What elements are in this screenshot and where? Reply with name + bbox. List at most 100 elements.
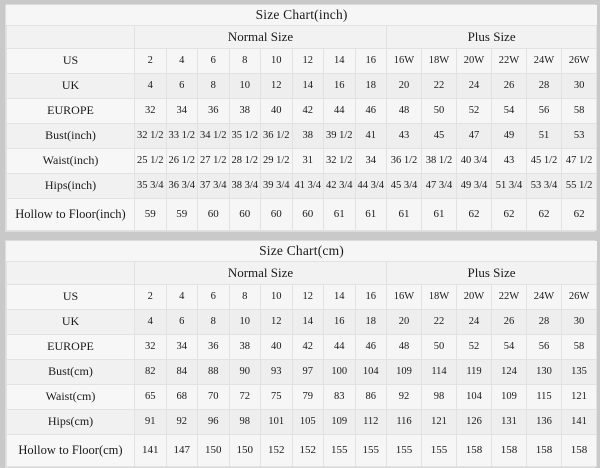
table-row: EUROPE 32 34 36 38 40 42 44 46 48 50 52 …	[6, 98, 598, 124]
cell: 62	[560, 198, 598, 231]
cell: 100	[323, 359, 356, 385]
cell: 45 3/4	[386, 173, 422, 199]
chart-title-row: Size Chart(inch)	[6, 5, 597, 26]
cell: 45	[421, 123, 457, 149]
cell: 92	[165, 409, 198, 435]
cell: 6	[165, 73, 198, 99]
cell: 25 1/2	[134, 148, 167, 174]
cell: 18W	[421, 284, 457, 310]
cell: 4	[134, 309, 167, 335]
cell: 6	[197, 284, 230, 310]
chart-title: Size Chart(inch)	[6, 5, 597, 26]
cell: 109	[491, 384, 527, 410]
row-label-europe: EUROPE	[6, 334, 135, 360]
cell: 50	[421, 334, 457, 360]
table-row: Hollow to Floor(inch) 59 59 60 60 60 60 …	[6, 198, 598, 231]
cell: 34 1/2	[197, 123, 230, 149]
cell: 158	[560, 434, 598, 467]
cell: 48	[386, 334, 422, 360]
cell: 62	[526, 198, 562, 231]
cell: 126	[456, 409, 492, 435]
cell: 61	[421, 198, 457, 231]
size-chart-cm-body: Size Chart(cm) Normal Size Plus Size US …	[6, 241, 598, 467]
cell: 34	[165, 334, 198, 360]
cell: 32 1/2	[323, 148, 356, 174]
cell: 20	[386, 73, 422, 99]
cell: 35 1/2	[228, 123, 261, 149]
cell: 131	[491, 409, 527, 435]
cell: 30	[560, 73, 598, 99]
cell: 72	[228, 384, 261, 410]
cell: 16	[323, 309, 356, 335]
cell: 26 1/2	[165, 148, 198, 174]
cell: 14	[323, 48, 356, 74]
size-chart-inch-body: Size Chart(inch) Normal Size Plus Size U…	[6, 5, 598, 231]
group-header-row: Normal Size Plus Size	[6, 261, 598, 285]
cell: 82	[134, 359, 167, 385]
cell: 31	[291, 148, 324, 174]
cell: 60	[228, 198, 261, 231]
cell: 12	[291, 284, 324, 310]
table-row: US 2 4 6 8 10 12 14 16 16W 18W 20W 22W 2…	[6, 48, 598, 74]
cell: 26W	[560, 48, 598, 74]
group-header-normal: Normal Size	[134, 25, 387, 49]
cell: 47	[456, 123, 492, 149]
cell: 155	[386, 434, 422, 467]
row-label-uk: UK	[6, 309, 135, 335]
row-label-bust: Bust(cm)	[6, 359, 135, 385]
cell: 104	[354, 359, 387, 385]
cell: 6	[197, 48, 230, 74]
cell: 12	[260, 309, 293, 335]
cell: 10	[260, 48, 293, 74]
row-label-hollow-to-floor: Hollow to Floor(cm)	[6, 434, 135, 467]
cell: 158	[456, 434, 492, 467]
cell: 158	[491, 434, 527, 467]
cell: 16W	[386, 48, 422, 74]
cell: 8	[197, 73, 230, 99]
cell: 56	[526, 98, 562, 124]
cell: 18	[354, 73, 387, 99]
table-row: EUROPE 32 34 36 38 40 42 44 46 48 50 52 …	[6, 334, 598, 360]
cell: 44	[323, 98, 356, 124]
cell: 48	[386, 98, 422, 124]
cell: 16	[354, 48, 387, 74]
cell: 55 1/2	[560, 173, 598, 199]
group-header-row: Normal Size Plus Size	[6, 25, 598, 49]
cell: 49	[491, 123, 527, 149]
cell: 88	[197, 359, 230, 385]
cell: 39 1/2	[323, 123, 356, 149]
group-header-plus: Plus Size	[385, 261, 598, 285]
cell: 22W	[491, 284, 527, 310]
cell: 32	[134, 98, 167, 124]
cell: 8	[228, 284, 261, 310]
cell: 22	[421, 73, 457, 99]
cell: 8	[228, 48, 261, 74]
cell: 40	[260, 98, 293, 124]
cell: 38 3/4	[228, 173, 261, 199]
cell: 155	[354, 434, 387, 467]
size-chart-cm-table: Size Chart(cm) Normal Size Plus Size US …	[6, 241, 598, 467]
row-label-hollow-to-floor: Hollow to Floor(inch)	[6, 198, 135, 231]
table-row: Hips(inch) 35 3/4 36 3/4 37 3/4 38 3/4 3…	[6, 173, 598, 199]
cell: 124	[491, 359, 527, 385]
cell: 46	[354, 98, 387, 124]
cell: 115	[526, 384, 562, 410]
cell: 34	[354, 148, 387, 174]
cell: 60	[291, 198, 324, 231]
cell: 33 1/2	[165, 123, 198, 149]
table-row: Waist(cm) 65 68 70 72 75 79 83 86 92 98 …	[6, 384, 598, 410]
table-row: US 2 4 6 8 10 12 14 16 16W 18W 20W 22W 2…	[6, 284, 598, 310]
cell: 49 3/4	[456, 173, 492, 199]
cell: 147	[165, 434, 198, 467]
cell: 60	[260, 198, 293, 231]
cell: 26W	[560, 284, 598, 310]
cell: 22W	[491, 48, 527, 74]
row-label-hips: Hips(inch)	[6, 173, 135, 199]
cell: 79	[291, 384, 324, 410]
cell: 10	[228, 309, 261, 335]
cell: 42	[291, 98, 324, 124]
cell: 36	[197, 98, 230, 124]
cell: 105	[291, 409, 324, 435]
cell: 39 3/4	[260, 173, 293, 199]
cell: 47 1/2	[560, 148, 598, 174]
